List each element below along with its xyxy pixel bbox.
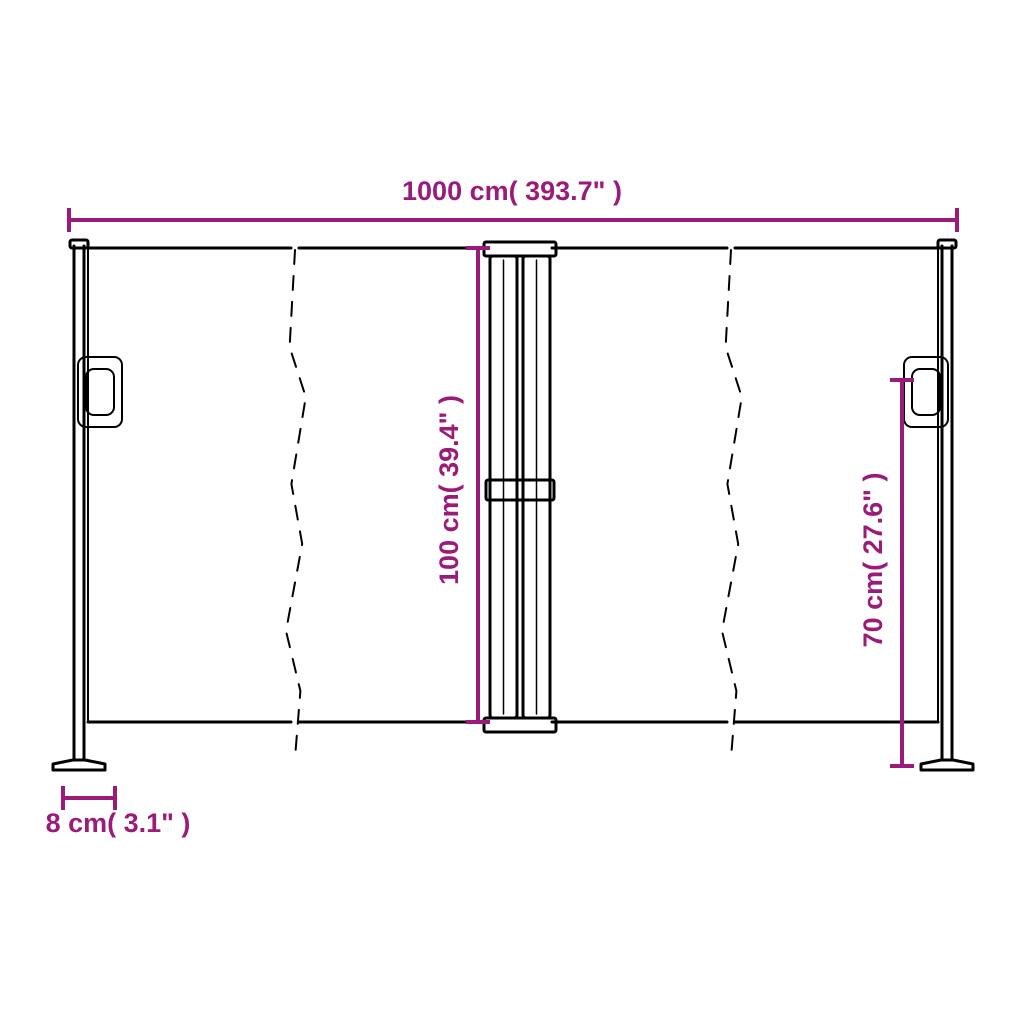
dim-pole-height-label: 70 cm( 27.6" ) bbox=[858, 473, 888, 648]
end-pole-left bbox=[53, 240, 105, 770]
end-pole-right bbox=[921, 240, 973, 770]
product-outline bbox=[53, 240, 973, 770]
break-line bbox=[722, 250, 742, 758]
dim-height-label: 100 cm( 39.4" ) bbox=[434, 395, 464, 585]
dimensions bbox=[63, 208, 957, 810]
dim-total-width bbox=[69, 208, 957, 232]
break-line bbox=[286, 250, 306, 758]
dim-base-width bbox=[63, 786, 115, 810]
dimension-diagram: 1000 cm( 393.7" ) 100 cm( 39.4" ) 70 cm( 2… bbox=[0, 0, 1024, 1024]
center-cassette bbox=[484, 242, 556, 732]
dim-pole-height bbox=[890, 380, 914, 766]
dim-base-width-label: 8 cm( 3.1" ) bbox=[46, 808, 191, 838]
dim-total-width-label: 1000 cm( 393.7" ) bbox=[402, 176, 622, 206]
